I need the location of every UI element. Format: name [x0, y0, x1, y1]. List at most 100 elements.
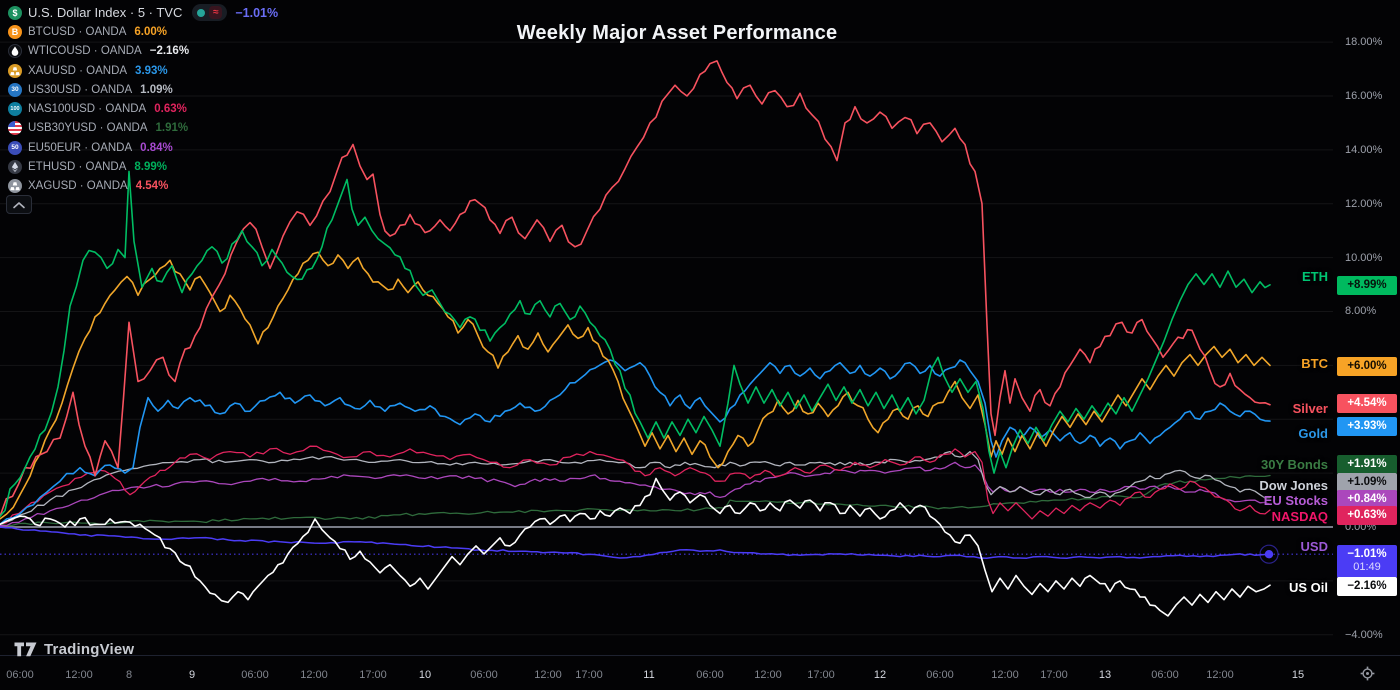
series-name-label-eu-stocks: EU Stocks: [1263, 493, 1328, 508]
series-line-wticousd: [0, 477, 1271, 617]
time-axis-tick: 12:00: [754, 669, 782, 681]
legend-row-btcusd[interactable]: B BTCUSD · OANDA 6.00%: [8, 22, 278, 41]
price-axis-tick: 10.00%: [1345, 251, 1383, 264]
legend-collapse-button[interactable]: [6, 195, 32, 214]
time-axis-tick: 17:00: [1040, 669, 1068, 681]
symbol-change-value: 0.84%: [140, 141, 173, 154]
time-axis-tick: 12:00: [1206, 669, 1234, 681]
gold-icon: [8, 63, 22, 78]
time-axis-tick: 17:00: [575, 669, 603, 681]
time-axis-tick: 12:00: [65, 669, 93, 681]
symbol-label: EU50EUR · OANDA: [28, 141, 133, 154]
series-name-label-eth: ETH: [1302, 269, 1328, 284]
time-axis-tick: 12: [873, 669, 887, 681]
tradingview-logo[interactable]: TradingView: [14, 641, 134, 658]
legend-row-us30usd[interactable]: 30 US30USD · OANDA 1.09%: [8, 80, 278, 99]
price-axis-tick: 8.00%: [1345, 305, 1377, 318]
series-name-label-btc: BTC: [1301, 356, 1328, 371]
time-axis-tick: 06:00: [926, 669, 954, 681]
time-axis-tick: 9: [188, 669, 196, 681]
price-axis-tick: 14.00%: [1345, 143, 1383, 156]
symbol-change-value: 1.91%: [155, 122, 189, 135]
silver-icon: [8, 179, 22, 194]
symbol-change-value: 3.93%: [135, 64, 168, 77]
symbol-change-value: 6.00%: [134, 25, 168, 38]
series-line-ethusd: [0, 170, 1271, 517]
symbol-label: XAGUSD · OANDA: [28, 180, 128, 193]
us-flag-icon: [8, 121, 22, 136]
price-badge-30y-bonds: +1.91%: [1337, 454, 1397, 474]
price-badge-gold: +3.93%: [1337, 416, 1397, 436]
price-axis-tick: 12.00%: [1345, 197, 1383, 210]
time-axis-tick: 06:00: [241, 669, 269, 681]
symbol-change-value: 0.63%: [154, 103, 187, 116]
price-badge-btc: +6.00%: [1337, 356, 1397, 376]
eth-icon: [8, 160, 22, 175]
time-axis-tick: 06:00: [470, 669, 498, 681]
series-name-label-nasdaq: NASDAQ: [1271, 509, 1328, 524]
series-line-us30usd: [0, 450, 1271, 525]
series-name-label-usd: USD: [1300, 539, 1328, 554]
legend-row-xagusd[interactable]: XAGUSD · OANDA 4.54%: [8, 177, 278, 196]
series-name-label-30y-bonds: 30Y Bonds: [1261, 457, 1328, 472]
series-name-label-dow-jones: Dow Jones: [1259, 478, 1328, 493]
symbol-status-pill: ≈: [192, 4, 228, 22]
time-axis-tick: 15: [1291, 669, 1305, 681]
tradingview-mark-icon: [14, 642, 37, 657]
nas100-icon: 100: [8, 102, 22, 117]
main-symbol-label: U.S. Dollar Index · 5 · TVC: [28, 5, 183, 21]
time-axis-tick: 13: [1098, 669, 1112, 681]
legend-row-wticousd[interactable]: WTICOUSD · OANDA −2.16%: [8, 42, 278, 61]
price-axis-tick: 18.00%: [1345, 36, 1383, 49]
usd-index-icon: $: [8, 5, 22, 20]
series-name-label-gold: Gold: [1298, 426, 1328, 441]
series-name-label-silver: Silver: [1292, 401, 1328, 416]
legend-row-main-symbol[interactable]: $ U.S. Dollar Index · 5 · TVC ≈ −1.01%: [8, 3, 278, 22]
series-line-btcusd: [0, 251, 1271, 520]
price-chart-plot[interactable]: [0, 0, 1400, 655]
symbol-change-value: 4.54%: [135, 180, 169, 193]
series-name-label-us-oil: US Oil: [1288, 580, 1328, 595]
legend-row-eu50eur[interactable]: 50 EU50EUR · OANDA 0.84%: [8, 138, 278, 157]
time-axis-tick: 12:00: [300, 669, 328, 681]
symbol-change-value: 8.99%: [134, 161, 168, 174]
main-symbol-change-value: −1.01%: [235, 5, 279, 20]
approx-price-icon: ≈: [209, 6, 223, 20]
tradingview-brand-text: TradingView: [44, 641, 135, 658]
price-badge-nasdaq: +0.63%: [1337, 505, 1397, 525]
price-badge-usd: −1.01% 01:49: [1337, 544, 1397, 578]
symbol-label: WTICOUSD · OANDA: [28, 45, 142, 58]
price-badge-eth: +8.99%: [1337, 275, 1397, 295]
symbol-label: XAUUSD · OANDA: [28, 64, 128, 77]
price-badge-silver: +4.54%: [1337, 393, 1397, 413]
series-line-u.s.: [0, 526, 1271, 559]
chevron-up-icon: [13, 201, 25, 208]
us30-icon: 30: [8, 82, 22, 97]
symbol-label: ETHUSD · OANDA: [28, 161, 127, 174]
price-badge-us-oil: −2.16%: [1337, 576, 1397, 596]
time-axis[interactable]: 06:00 12:00 8 9 06:00 12:00 17:00 10 06:00 12:00 1…: [0, 655, 1400, 690]
legend-row-usb30yusd[interactable]: USB30YUSD · OANDA 1.91%: [8, 119, 278, 138]
legend-row-ethusd[interactable]: ETHUSD · OANDA 8.99%: [8, 157, 278, 176]
time-axis-tick: 17:00: [807, 669, 835, 681]
symbol-label: BTCUSD · OANDA: [28, 25, 127, 38]
series-line-xagusd: [0, 60, 1271, 517]
series-line-xauusd: [0, 359, 1271, 526]
time-axis-tick: 11: [643, 669, 655, 681]
market-open-dot-icon: [197, 8, 206, 17]
symbol-change-value: −2.16%: [149, 45, 190, 58]
symbol-change-value: 1.09%: [140, 83, 173, 96]
time-axis-tick: 17:00: [359, 669, 387, 681]
time-axis-tick: 12:00: [534, 669, 562, 681]
eu50-icon: 50: [8, 140, 22, 155]
btc-icon: B: [8, 24, 22, 39]
legend-row-nas100usd[interactable]: 100 NAS100USD · OANDA 0.63%: [8, 99, 278, 118]
legend-row-xauusd[interactable]: XAUUSD · OANDA 3.93%: [8, 61, 278, 80]
symbol-label: NAS100USD · OANDA: [28, 103, 147, 116]
price-axis-tick: −4.00%: [1345, 628, 1383, 641]
time-axis-tick: 06:00: [6, 669, 34, 681]
price-axis-tick: 16.00%: [1345, 89, 1383, 102]
axis-settings-gear-icon[interactable]: [1360, 666, 1375, 681]
price-badge-dow-jones: +1.09%: [1337, 472, 1397, 492]
